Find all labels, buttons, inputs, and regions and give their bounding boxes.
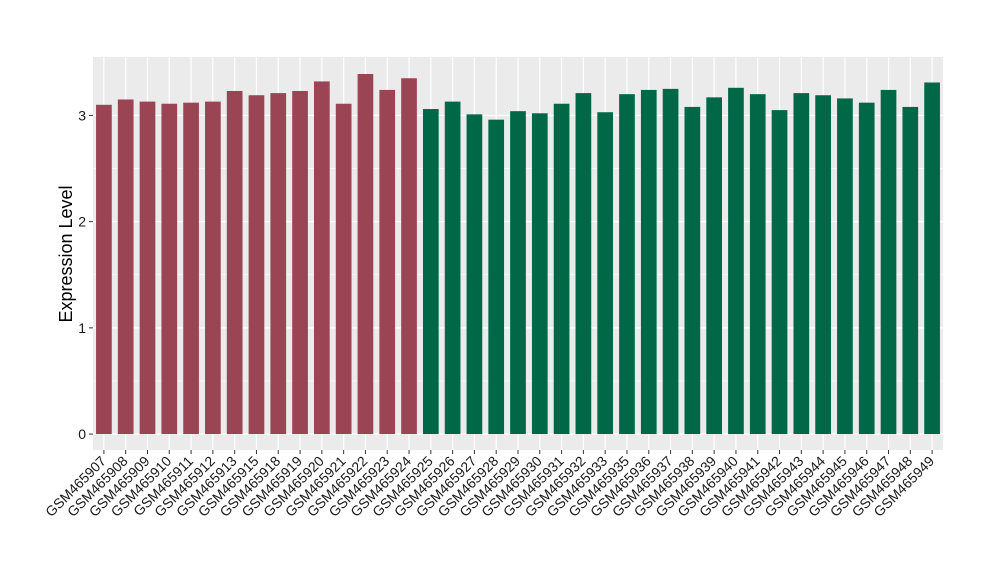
bar-GSM465921 — [335, 103, 352, 435]
bar-GSM465915 — [248, 95, 265, 435]
bar-GSM465922 — [357, 73, 374, 435]
bar-GSM465948 — [902, 106, 919, 435]
bar-GSM465933 — [597, 112, 614, 435]
y-tick-label: 3 — [78, 107, 86, 123]
x-axis: GSM465907GSM465908GSM465909GSM465910GSM4… — [42, 450, 937, 520]
bar-GSM465931 — [553, 103, 570, 435]
y-axis-title: Expression Level — [56, 185, 76, 322]
bar-GSM465940 — [728, 87, 744, 435]
bar-GSM465947 — [880, 89, 897, 435]
bar-GSM465938 — [684, 106, 701, 435]
bar-GSM465941 — [749, 94, 766, 435]
bar-GSM465943 — [793, 93, 810, 435]
bar-GSM465946 — [858, 102, 875, 435]
y-axis: 0 1 2 3 — [78, 107, 93, 442]
bar-GSM465930 — [531, 113, 548, 435]
bar-GSM465926 — [444, 101, 461, 435]
bar-GSM465907 — [96, 104, 112, 435]
bar-GSM465935 — [619, 94, 635, 435]
bars — [96, 73, 940, 435]
bar-GSM465923 — [379, 89, 396, 435]
bar-GSM465939 — [706, 97, 722, 435]
y-tick-label: 2 — [78, 214, 86, 230]
bar-GSM465929 — [510, 111, 526, 435]
bar-GSM465937 — [662, 88, 679, 435]
y-tick-label: 0 — [78, 426, 86, 442]
bar-GSM465932 — [575, 93, 592, 435]
bar-GSM465919 — [292, 90, 308, 435]
bar-GSM465942 — [771, 110, 788, 435]
bar-GSM465918 — [270, 93, 287, 435]
bar-GSM465944 — [815, 95, 831, 435]
bar-GSM465912 — [205, 101, 221, 435]
bar-GSM465949 — [924, 82, 940, 435]
bar-GSM465909 — [139, 101, 156, 435]
bar-GSM465911 — [183, 102, 199, 435]
bar-GSM465936 — [640, 89, 657, 435]
bar-GSM465927 — [466, 114, 483, 435]
bar-GSM465910 — [161, 103, 178, 435]
bar-GSM465913 — [226, 90, 243, 435]
bar-GSM465920 — [314, 81, 330, 435]
bar-GSM465928 — [488, 119, 505, 435]
bar-GSM465924 — [401, 78, 417, 435]
y-tick-label: 1 — [78, 320, 86, 336]
bar-GSM465945 — [837, 98, 853, 435]
bar-GSM465908 — [117, 99, 134, 435]
bar-GSM465925 — [422, 109, 439, 435]
